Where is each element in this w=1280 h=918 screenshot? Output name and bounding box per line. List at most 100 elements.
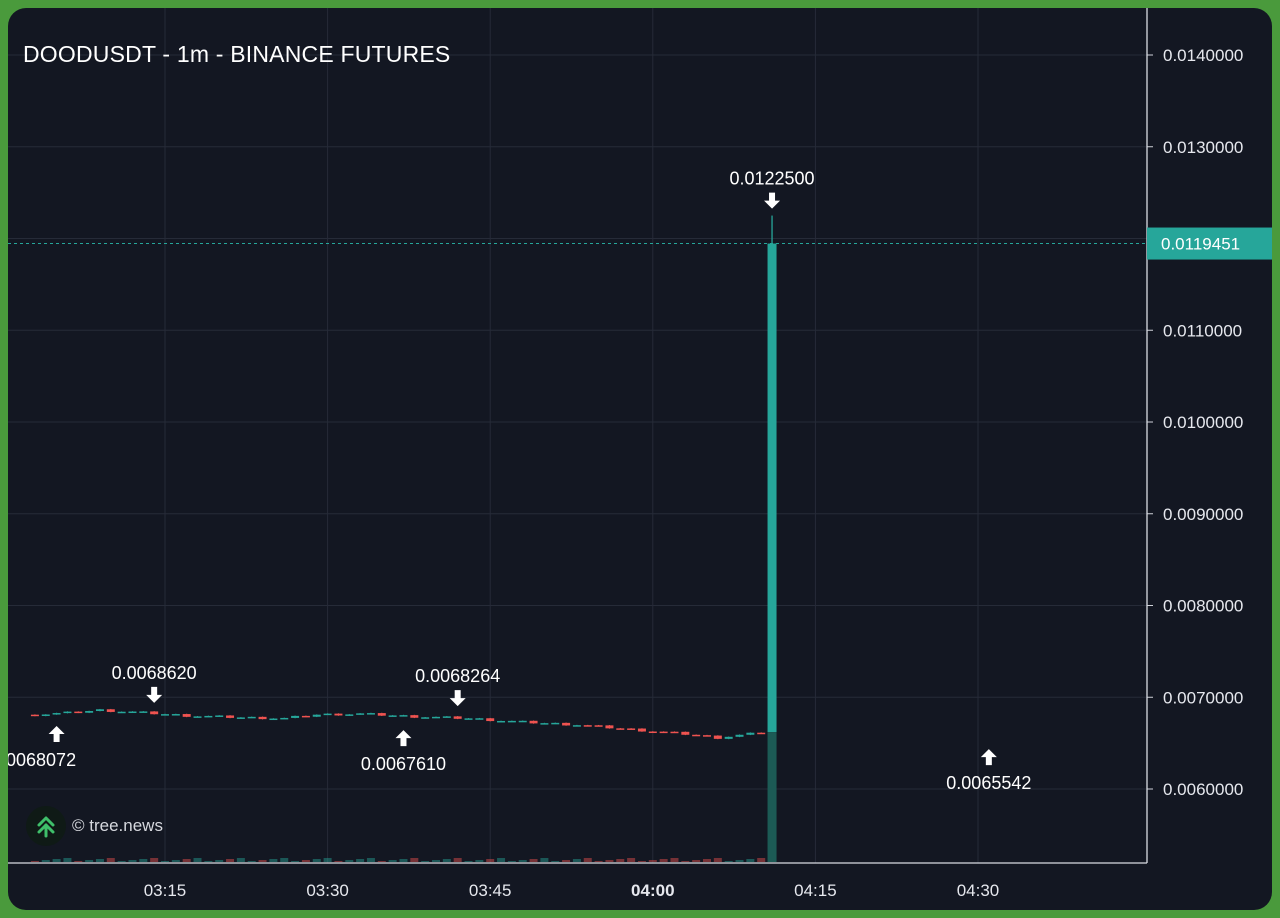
candle-body	[442, 716, 451, 718]
volume-bar	[507, 861, 516, 862]
spike-candle-body	[767, 243, 777, 733]
candle-body	[540, 723, 549, 725]
volume-bar	[171, 860, 180, 862]
candle-body	[399, 715, 408, 717]
volume-bar	[128, 860, 137, 862]
volume-bar	[399, 859, 408, 862]
candle-body	[746, 732, 755, 735]
y-tick-label: 0.0140000	[1163, 46, 1243, 65]
volume-bar	[637, 861, 646, 862]
candle-body	[236, 717, 245, 719]
candle-body	[735, 734, 744, 737]
x-tick-label: 03:45	[469, 881, 512, 900]
y-tick-label: 0.0090000	[1163, 505, 1243, 524]
volume-bar	[659, 859, 668, 862]
current-price-badge	[1147, 227, 1272, 260]
volume-bar	[150, 858, 159, 862]
candle-body	[171, 714, 180, 716]
candle-body	[681, 731, 690, 735]
candle-body	[30, 714, 39, 717]
volume-bar	[377, 861, 386, 862]
volume-bar	[356, 859, 365, 862]
candle-body	[85, 711, 94, 713]
volume-bar	[735, 860, 744, 862]
candle-body	[464, 718, 473, 720]
candle-body	[52, 713, 61, 715]
volume-bar	[269, 859, 278, 862]
candle-body	[724, 736, 733, 739]
candle-body	[757, 732, 766, 735]
price-chart: 0.01400000.01300000.01200000.01100000.01…	[8, 8, 1272, 900]
volume-bar	[323, 858, 332, 862]
candle-body	[128, 711, 137, 714]
candle-body	[117, 711, 126, 714]
volume-bar	[713, 858, 722, 862]
candle-body	[139, 711, 148, 713]
volume-bar	[540, 858, 549, 862]
volume-bar	[41, 860, 50, 862]
candle-body	[713, 735, 722, 739]
volume-bar	[442, 859, 451, 862]
volume-bar	[703, 859, 711, 862]
candle-body	[583, 725, 592, 727]
candle-body	[432, 716, 440, 719]
x-tick-label: 03:15	[144, 881, 187, 900]
volume-bar	[312, 859, 321, 862]
candle-body	[529, 720, 538, 724]
volume-bar	[572, 859, 581, 862]
volume-bar	[421, 861, 430, 862]
volume-bar	[594, 861, 603, 862]
candle-body	[388, 715, 397, 717]
candle-body	[377, 713, 386, 716]
volume-bar	[30, 861, 39, 862]
volume-bar	[648, 860, 657, 862]
volume-bar	[497, 858, 506, 862]
candle-body	[616, 728, 625, 730]
y-tick-label: 0.0130000	[1163, 138, 1243, 157]
candle-body	[41, 714, 50, 716]
y-tick-label: 0.0110000	[1163, 321, 1242, 340]
volume-bar	[85, 860, 94, 862]
volume-bar	[746, 859, 755, 862]
candle-body	[659, 731, 668, 734]
candle-body	[323, 713, 332, 716]
candle-body	[182, 714, 191, 717]
x-tick-label: 04:30	[957, 881, 1000, 900]
volume-bar	[345, 860, 354, 862]
arrow-down-icon	[764, 192, 781, 209]
volume-bar	[605, 860, 614, 862]
candle-body	[507, 720, 516, 723]
arrow-up-icon	[48, 725, 65, 742]
candle-body	[269, 718, 278, 721]
volume-bar	[106, 858, 115, 862]
volume-bar	[52, 859, 61, 862]
candle-body	[161, 714, 169, 716]
candle-body	[486, 718, 495, 722]
candle-body	[258, 716, 267, 720]
candle-body	[453, 716, 462, 719]
volume-bar	[681, 861, 690, 862]
candle-body	[106, 709, 115, 712]
y-tick-label: 0.0100000	[1163, 413, 1243, 432]
y-tick-label: 0.0060000	[1163, 780, 1243, 799]
candle-body	[497, 720, 506, 723]
annotation-label: 0.0068264	[415, 666, 500, 686]
candle-body	[518, 720, 527, 723]
candle-body	[670, 731, 679, 734]
candle-body	[572, 725, 581, 727]
candle-body	[215, 715, 224, 717]
volume-bar	[562, 860, 571, 862]
volume-bar	[486, 859, 495, 862]
volume-bar	[388, 860, 397, 862]
candle-body	[605, 725, 614, 729]
arrow-down-icon	[449, 690, 466, 707]
annotation-label: 0.0068620	[112, 663, 197, 683]
annotation-label: 0068072	[8, 750, 76, 770]
volume-bar	[204, 861, 213, 862]
volume-bar	[334, 861, 343, 862]
candle-body	[627, 728, 636, 730]
volume-bar	[670, 858, 679, 862]
volume-bar	[453, 858, 462, 862]
candle-body	[594, 725, 603, 727]
candle-body	[334, 713, 343, 716]
